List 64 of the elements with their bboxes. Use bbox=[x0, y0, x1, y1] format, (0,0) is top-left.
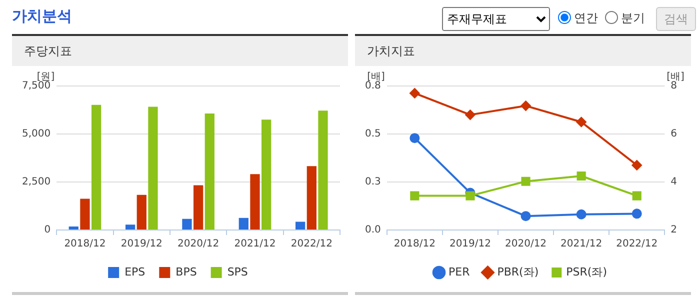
x-tick-label: 2018/12 bbox=[394, 238, 436, 250]
point bbox=[410, 133, 420, 144]
bar bbox=[148, 106, 158, 230]
dropdown: 주재무제표 bbox=[442, 7, 550, 31]
point bbox=[410, 88, 420, 98]
y-tick-label: 0 bbox=[44, 224, 51, 236]
point bbox=[632, 191, 642, 200]
x-tick-label: 2021/12 bbox=[234, 238, 276, 250]
bar bbox=[204, 113, 214, 230]
point bbox=[410, 191, 420, 200]
bar bbox=[193, 185, 204, 230]
point bbox=[576, 209, 586, 220]
chart-title: 주당지표 bbox=[12, 34, 348, 66]
y-tick-label: 0.0 bbox=[364, 224, 381, 236]
bar bbox=[91, 104, 102, 230]
radio-option: 연간 bbox=[558, 10, 598, 27]
legend-label: SPS bbox=[227, 265, 248, 278]
y-tick-label: 5,000 bbox=[22, 128, 51, 140]
bar bbox=[68, 226, 78, 230]
x-tick-label: 2018/12 bbox=[64, 238, 106, 250]
bar bbox=[182, 218, 192, 230]
x-tick-label: 2022/12 bbox=[616, 238, 658, 250]
point bbox=[632, 208, 642, 219]
bar bbox=[136, 194, 146, 230]
x-tick-label: 2020/12 bbox=[504, 238, 547, 250]
x-tick-label: 2020/12 bbox=[178, 238, 220, 250]
bar bbox=[125, 224, 136, 230]
search-button: 검색 bbox=[656, 7, 696, 31]
point bbox=[466, 191, 475, 200]
bar bbox=[262, 120, 272, 230]
x-tick-label: 2021/12 bbox=[560, 238, 602, 250]
bar bbox=[238, 218, 248, 230]
y-tick-label: 0.8 bbox=[364, 80, 381, 92]
bar bbox=[318, 110, 328, 230]
x-tick-label: 2022/12 bbox=[290, 238, 332, 250]
y-tick-label: 0.3 bbox=[364, 176, 381, 188]
y2-tick-label: 2 bbox=[670, 224, 678, 236]
point bbox=[521, 176, 530, 186]
bar bbox=[250, 174, 260, 230]
x-tick-label: 2019/12 bbox=[449, 238, 491, 250]
y2-tick-label: 4 bbox=[670, 176, 678, 188]
legend-label: BPS bbox=[176, 265, 197, 278]
legend-label: PER bbox=[448, 265, 470, 278]
point bbox=[520, 100, 531, 111]
point bbox=[576, 117, 586, 127]
point bbox=[520, 211, 531, 222]
legend-label: PBR(좌) bbox=[497, 265, 539, 278]
legend-label: EPS bbox=[124, 265, 146, 278]
text: 가치분석 bbox=[12, 7, 72, 26]
y2-tick-label: 8 bbox=[670, 80, 678, 92]
point bbox=[465, 110, 476, 120]
point bbox=[632, 160, 642, 170]
y-tick-label: 7,500 bbox=[22, 80, 51, 92]
point bbox=[576, 171, 586, 181]
x-tick-label: 2019/12 bbox=[120, 238, 162, 250]
bar bbox=[306, 166, 316, 230]
y2-tick-label: 6 bbox=[670, 128, 678, 140]
chart-title: 가치지표 bbox=[355, 34, 691, 66]
y-tick-label: 0.5 bbox=[364, 128, 381, 140]
bar bbox=[80, 198, 90, 230]
bar bbox=[296, 222, 306, 230]
radio-option: 분기 bbox=[605, 10, 645, 27]
legend-label: PSR(좌) bbox=[566, 265, 607, 278]
y-tick-label: 2,500 bbox=[22, 176, 51, 188]
